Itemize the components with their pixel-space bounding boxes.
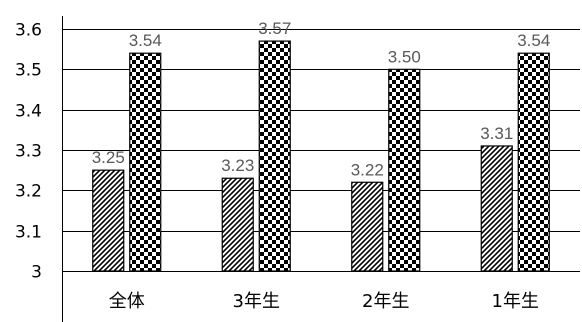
data-label: 3.25 <box>92 148 125 167</box>
y-tick-label: 3.3 <box>15 142 42 162</box>
y-tick-label: 3 <box>31 263 42 283</box>
y-tick-label: 3.5 <box>15 61 42 81</box>
bar-series-1-1 <box>222 178 253 271</box>
bar-series-2-3 <box>518 53 549 271</box>
bar-series-1-0 <box>93 170 124 271</box>
data-label: 3.54 <box>517 31 550 50</box>
y-tick-label: 3.2 <box>15 182 42 202</box>
category-label: 全体 <box>109 291 145 312</box>
bar-series-1-3 <box>481 146 512 271</box>
bars <box>93 41 550 271</box>
data-label: 3.22 <box>351 160 384 179</box>
y-tick-label: 3.6 <box>15 21 42 41</box>
data-label: 3.54 <box>129 31 162 50</box>
bar-series-2-0 <box>130 53 161 271</box>
data-label: 3.31 <box>480 124 513 143</box>
category-label: 1年生 <box>492 291 539 312</box>
data-label: 3.50 <box>388 47 421 66</box>
bar-series-2-1 <box>259 41 290 271</box>
y-tick-label: 3.4 <box>15 102 42 122</box>
axes: 3 3.1 3.2 3.3 3.4 3.5 3.6 <box>15 16 63 322</box>
data-label: 3.57 <box>258 19 291 38</box>
bar-series-1-2 <box>352 182 383 271</box>
bar-series-2-2 <box>389 69 420 271</box>
category-label: 3年生 <box>233 291 280 312</box>
data-label: 3.23 <box>221 156 254 175</box>
y-tick-label: 3.1 <box>15 223 42 243</box>
category-label: 2年生 <box>362 291 409 312</box>
